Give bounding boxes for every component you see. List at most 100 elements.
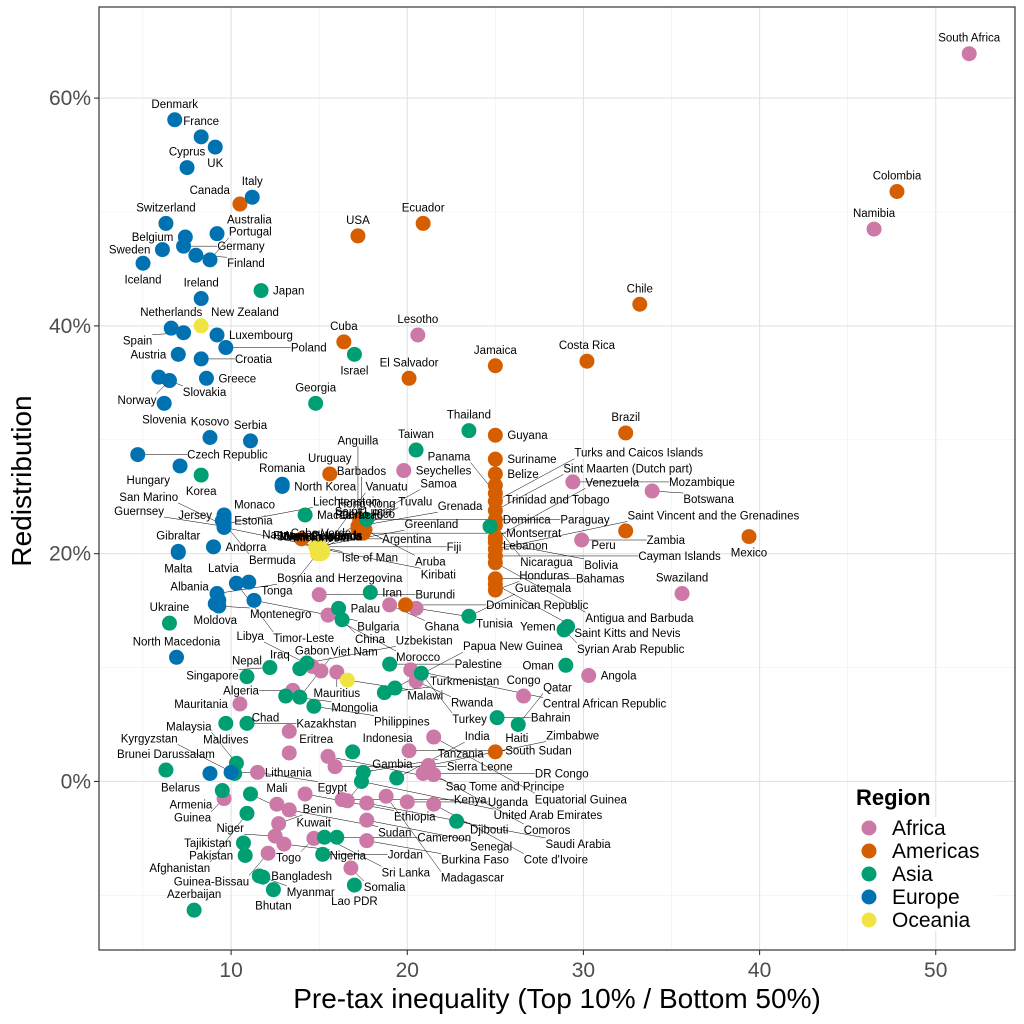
data-point [281,802,297,818]
data-point [574,532,590,548]
point-label: El Salvador [380,357,439,369]
data-point [382,597,398,613]
point-label: Anguilla [337,436,379,448]
point-label: Timor-Leste [273,633,334,645]
data-point [565,474,581,490]
point-label: Morocco [396,652,440,664]
point-label: Iceland [124,274,161,286]
point-label: Andorra [226,542,268,554]
data-point [382,656,398,672]
point-label: Haiti [505,733,528,745]
legend-key [861,843,877,859]
point-label: Azerbaijan [167,889,221,901]
data-point [297,507,313,523]
point-label: Sao Tome and Principe [446,781,565,793]
data-point [237,847,253,863]
point-label: Panama [428,451,471,463]
data-point [359,833,375,849]
data-point [426,729,442,745]
point-label: Canada [190,185,231,197]
point-label: Guinea-Bissau [174,876,249,888]
point-label: Trinidad and Tobago [505,494,609,506]
point-label: Saint Kitts and Nevis [574,628,680,640]
legend-label: Europe [892,886,960,909]
point-label: Austria [130,349,166,361]
point-label: Qatar [543,683,572,695]
data-point [329,664,345,680]
data-point [158,215,174,231]
data-point [426,796,442,812]
data-point [399,794,415,810]
data-point [239,669,255,685]
point-label: Japan [273,286,304,298]
legend-key-background [854,863,994,885]
point-label: Mali [266,783,287,795]
point-label: Turks and Caicos Islands [574,448,703,460]
data-point [214,783,230,799]
point-label: Korea [186,486,217,498]
data-point [292,661,308,677]
point-label: North Korea [294,481,357,493]
point-label: Somalia [364,882,406,894]
data-point [378,788,394,804]
data-point [207,139,223,155]
point-label: Palau [351,603,380,615]
point-label: Taiwan [398,429,434,441]
point-label: Serbia [234,420,268,432]
data-point [218,340,234,356]
data-point [644,483,660,499]
point-label: Jersey [178,510,212,522]
point-label: Germany [217,241,265,253]
label-connector [421,673,453,714]
data-point [489,710,505,726]
data-point [271,816,287,832]
point-label: Congo [507,675,541,687]
point-label: Cuba [330,321,358,333]
data-point [244,189,260,205]
point-label: Uzbekistan [396,635,453,647]
data-point [398,597,414,613]
point-label: Fiji [447,542,462,554]
data-point [274,478,290,494]
point-label: Mongolia [331,703,378,715]
data-point [241,574,257,590]
data-point [276,836,292,852]
data-point [211,598,227,614]
data-point [579,353,595,369]
point-label: Hungary [127,475,171,487]
point-label: Brazil [611,412,640,424]
label-connector [394,651,464,689]
point-label: Mauritania [174,699,228,711]
data-point [216,519,232,535]
point-label: Kosovo [191,417,229,429]
point-label: Antigua and Barbuda [585,613,694,625]
legend-label: Africa [892,817,946,840]
data-point [161,615,177,631]
point-label: San Marino [119,492,178,504]
data-point [269,796,285,812]
data-point [281,723,297,739]
label-connector [257,772,318,782]
data-point [255,869,271,885]
y-tick-label: 20% [49,543,91,566]
point-label: Sweden [109,245,151,257]
point-label: Sudan [378,828,411,840]
data-point [449,813,465,829]
data-point [294,531,310,547]
point-label: Turkey [452,714,487,726]
data-point [510,717,526,732]
x-tick-label: 40 [748,959,771,982]
point-label: Spain [123,336,152,348]
label-connector [495,488,586,538]
data-point [262,660,278,676]
data-point [297,786,313,802]
point-label: Greece [218,373,256,385]
data-point [336,334,352,350]
point-label: Armenia [169,800,212,812]
point-label: Guernsey [114,506,164,518]
legend-key [861,820,877,836]
label-connector [495,584,575,628]
data-point [242,433,258,449]
data-point [331,600,347,616]
point-label: Zambia [647,535,686,547]
